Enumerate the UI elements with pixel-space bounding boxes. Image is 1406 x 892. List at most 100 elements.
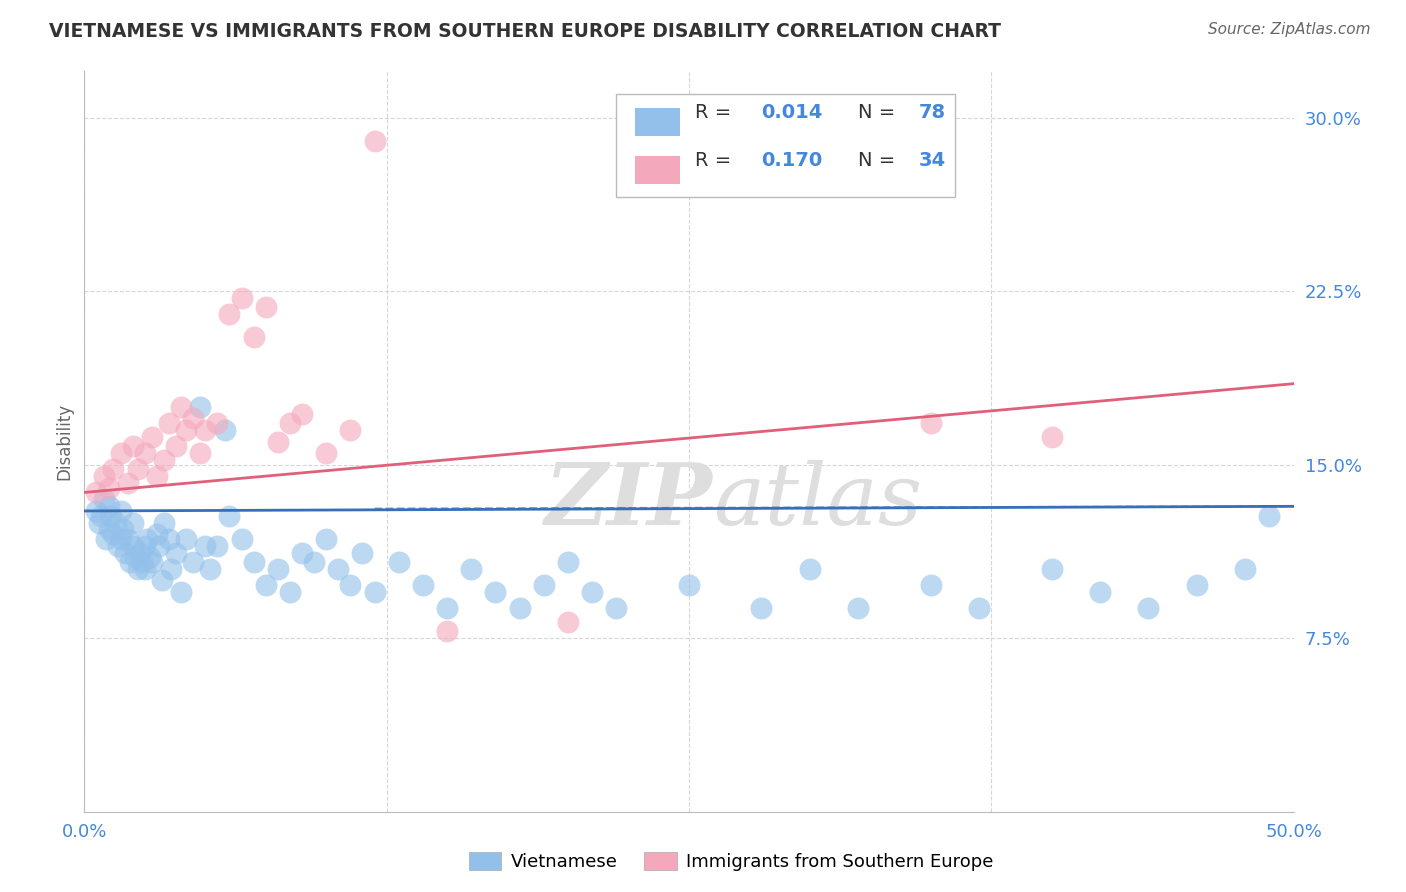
Point <box>920 578 942 592</box>
Point <box>799 562 821 576</box>
Point <box>120 555 142 569</box>
Point <box>291 407 314 421</box>
Point <box>100 508 122 523</box>
Point <box>198 562 221 576</box>
Point <box>190 446 212 460</box>
Point <box>146 527 169 541</box>
Point <box>170 400 193 414</box>
Point <box>148 539 170 553</box>
Point <box>124 550 146 565</box>
Point <box>121 439 143 453</box>
Point <box>328 562 350 576</box>
Point <box>104 516 127 530</box>
Point <box>121 516 143 530</box>
Point <box>141 555 163 569</box>
Point <box>110 446 132 460</box>
Point <box>194 423 217 437</box>
Point <box>94 532 117 546</box>
Point <box>339 578 361 592</box>
Point <box>207 539 229 553</box>
FancyBboxPatch shape <box>634 108 681 136</box>
Point <box>194 539 217 553</box>
Point <box>557 555 579 569</box>
Point <box>103 527 125 541</box>
Point <box>110 532 132 546</box>
Text: 0.170: 0.170 <box>762 151 823 169</box>
Text: atlas: atlas <box>713 459 922 542</box>
Text: Source: ZipAtlas.com: Source: ZipAtlas.com <box>1208 22 1371 37</box>
Point <box>254 301 277 315</box>
Point <box>153 453 176 467</box>
Point <box>254 578 277 592</box>
Point <box>388 555 411 569</box>
Point <box>141 430 163 444</box>
Point <box>436 601 458 615</box>
Point <box>605 601 627 615</box>
Point <box>129 545 152 560</box>
Point <box>436 624 458 639</box>
Point <box>214 423 236 437</box>
Point <box>920 416 942 430</box>
Point <box>533 578 555 592</box>
Point <box>181 555 204 569</box>
Point <box>751 601 773 615</box>
Point <box>242 555 264 569</box>
Point <box>218 307 240 321</box>
Point <box>134 446 156 460</box>
Point <box>231 291 253 305</box>
Point <box>339 423 361 437</box>
Text: 0.014: 0.014 <box>762 103 823 121</box>
Point <box>138 550 160 565</box>
Point <box>267 562 290 576</box>
Point <box>97 481 120 495</box>
Point <box>157 532 180 546</box>
Point <box>110 504 132 518</box>
Point <box>153 516 176 530</box>
Point <box>278 585 301 599</box>
Point <box>157 416 180 430</box>
Point <box>484 585 506 599</box>
Point <box>165 439 187 453</box>
Point <box>242 330 264 344</box>
Point <box>97 523 120 537</box>
Point <box>131 555 153 569</box>
Point <box>170 585 193 599</box>
Text: ZIP: ZIP <box>546 459 713 542</box>
Text: 34: 34 <box>918 151 946 169</box>
Text: 78: 78 <box>918 103 946 121</box>
Point <box>150 574 173 588</box>
Point <box>846 601 869 615</box>
Point <box>90 508 112 523</box>
Point <box>160 562 183 576</box>
Point <box>127 462 149 476</box>
Point <box>174 423 197 437</box>
Point <box>1088 585 1111 599</box>
Point <box>509 601 531 615</box>
Point <box>86 485 108 500</box>
Y-axis label: Disability: Disability <box>55 403 73 480</box>
Point <box>103 462 125 476</box>
Point <box>117 532 139 546</box>
Point <box>93 492 115 507</box>
Point <box>190 400 212 414</box>
Point <box>114 545 136 560</box>
Point <box>1137 601 1160 615</box>
Point <box>1258 508 1281 523</box>
Point <box>207 416 229 430</box>
Point <box>363 585 385 599</box>
Point <box>165 545 187 560</box>
Point <box>87 516 110 530</box>
Point <box>93 469 115 483</box>
Point <box>127 562 149 576</box>
Point <box>315 532 337 546</box>
Point <box>181 411 204 425</box>
Point <box>315 446 337 460</box>
Point <box>352 545 374 560</box>
Text: N =: N = <box>858 151 901 169</box>
Point <box>412 578 434 592</box>
Point <box>460 562 482 576</box>
Point <box>267 434 290 449</box>
Point <box>231 532 253 546</box>
Point <box>86 504 108 518</box>
Text: VIETNAMESE VS IMMIGRANTS FROM SOUTHERN EUROPE DISABILITY CORRELATION CHART: VIETNAMESE VS IMMIGRANTS FROM SOUTHERN E… <box>49 22 1001 41</box>
